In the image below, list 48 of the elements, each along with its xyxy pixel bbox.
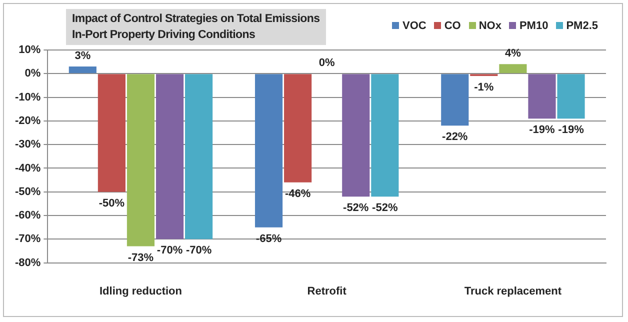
data-label: -46% — [284, 188, 311, 200]
bar — [528, 74, 556, 119]
y-tick-label: -80% — [14, 256, 41, 269]
bar — [441, 74, 469, 126]
legend-label: VOC — [401, 20, 426, 32]
data-label: 4% — [504, 48, 522, 60]
y-tick-label: -40% — [14, 162, 41, 174]
y-tick-label: -10% — [14, 91, 41, 104]
bar — [185, 74, 213, 240]
data-label: -70% — [186, 244, 212, 257]
data-label: -52% — [372, 202, 398, 214]
bar — [371, 74, 399, 197]
chart-title: Impact of Control Strategies on Total Emissions — [72, 12, 320, 27]
bar — [68, 66, 96, 74]
chart-subtitle: In-Port Property Driving Conditions — [72, 28, 256, 43]
data-label: -52% — [343, 202, 369, 214]
data-label: -70% — [156, 244, 183, 257]
bar — [499, 64, 527, 74]
bar — [98, 74, 126, 192]
bar — [126, 74, 155, 246]
legend-label: CO — [443, 20, 461, 32]
legend-label: PM2.5 — [565, 20, 598, 32]
legend-label: NOx — [478, 20, 502, 32]
x-tick-label: Truck replacement — [464, 285, 562, 298]
bar — [284, 74, 312, 182]
data-label: 3% — [74, 50, 91, 62]
data-label: -50% — [98, 197, 125, 210]
y-tick-label: -60% — [14, 210, 41, 222]
bar — [156, 74, 184, 240]
bar — [557, 74, 585, 119]
data-label: -19% — [529, 124, 556, 136]
y-tick-label: -50% — [14, 186, 41, 198]
y-tick-label: -70% — [14, 233, 41, 246]
data-label: 0% — [318, 57, 336, 70]
y-tick-label: 0% — [24, 68, 41, 80]
data-label: -19% — [558, 124, 584, 136]
data-label: -65% — [256, 232, 282, 245]
bar — [254, 74, 283, 228]
x-tick-label: Retrofit — [307, 285, 347, 298]
data-label: -22% — [442, 131, 468, 144]
data-label: -1% — [474, 82, 494, 94]
x-tick-label: Idling reduction — [99, 285, 182, 298]
y-tick-label: -30% — [14, 138, 41, 151]
y-tick-label: -20% — [14, 114, 41, 127]
y-tick-label: 10% — [18, 44, 41, 56]
data-label: -73% — [128, 252, 154, 264]
bar — [342, 74, 370, 197]
legend-label: PM10 — [518, 20, 548, 32]
